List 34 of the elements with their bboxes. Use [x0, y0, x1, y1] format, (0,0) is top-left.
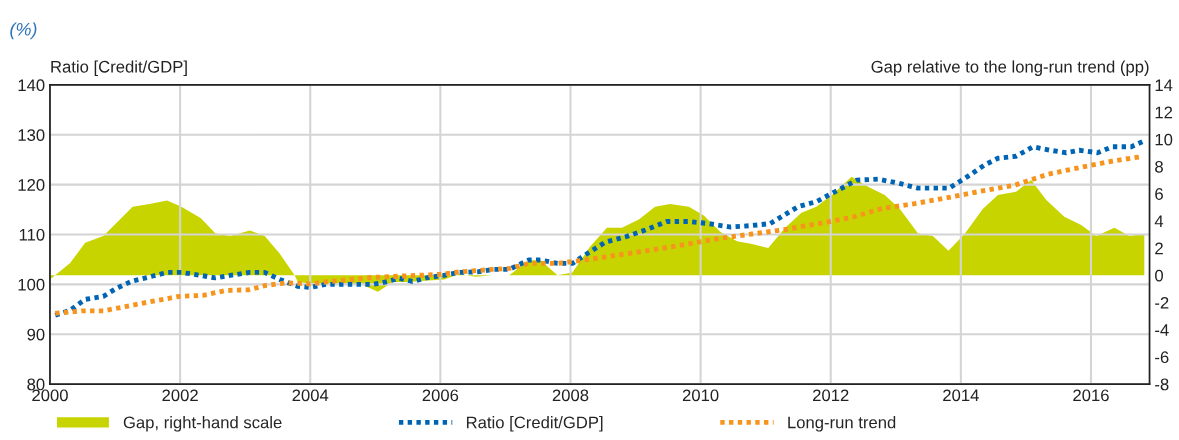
y2-tick-label: -8 — [1155, 378, 1169, 391]
y2-tick-label: 4 — [1154, 215, 1164, 227]
y2-tick-label: -6 — [1155, 351, 1169, 364]
y2-tick-label: -4 — [1155, 324, 1169, 336]
y2-tick-label: 12 — [1155, 106, 1173, 119]
y2-tick-label: 10 — [1155, 133, 1173, 146]
chart-title: (%) — [10, 22, 37, 40]
y-tick-label: 100 — [18, 278, 45, 291]
y2-tick-label: 6 — [1155, 188, 1163, 200]
x-tick-label: 2006 — [422, 389, 459, 402]
x-tick-label: 2000 — [32, 389, 68, 402]
legend-label: Ratio [Credit/GDP] — [466, 416, 603, 432]
y-tick-label: 110 — [19, 228, 45, 241]
y-tick-label: 90 — [27, 328, 45, 341]
x-tick-label: 2004 — [292, 389, 329, 402]
y-axis-title: Ratio [Credit/GDP] — [51, 60, 187, 76]
y2-axis-title: Gap relative to the long-run trend (pp) — [871, 60, 1149, 76]
y2-tick-label: 0 — [1155, 269, 1163, 282]
legend-label: Gap, right-hand scale — [123, 416, 282, 432]
x-tick-label: 2008 — [552, 389, 589, 402]
x-tick-label: 2010 — [682, 389, 719, 402]
y2-tick-label: 2 — [1155, 242, 1163, 255]
x-tick-label: 2012 — [813, 389, 849, 402]
x-tick-label: 2002 — [162, 389, 198, 402]
legend-label: Long-run trend — [788, 416, 896, 432]
y-tick-label: 130 — [18, 129, 45, 141]
y2-tick-label: 8 — [1155, 160, 1163, 173]
x-tick-label: 2016 — [1073, 389, 1109, 402]
y-tick-label: 140 — [18, 79, 45, 92]
y2-tick-label: -2 — [1155, 296, 1169, 309]
y2-tick-label: 14 — [1155, 79, 1173, 91]
y-tick-label: 80 — [27, 378, 45, 391]
y-tick-label: 120 — [18, 179, 45, 191]
x-tick-label: 2014 — [943, 389, 979, 402]
